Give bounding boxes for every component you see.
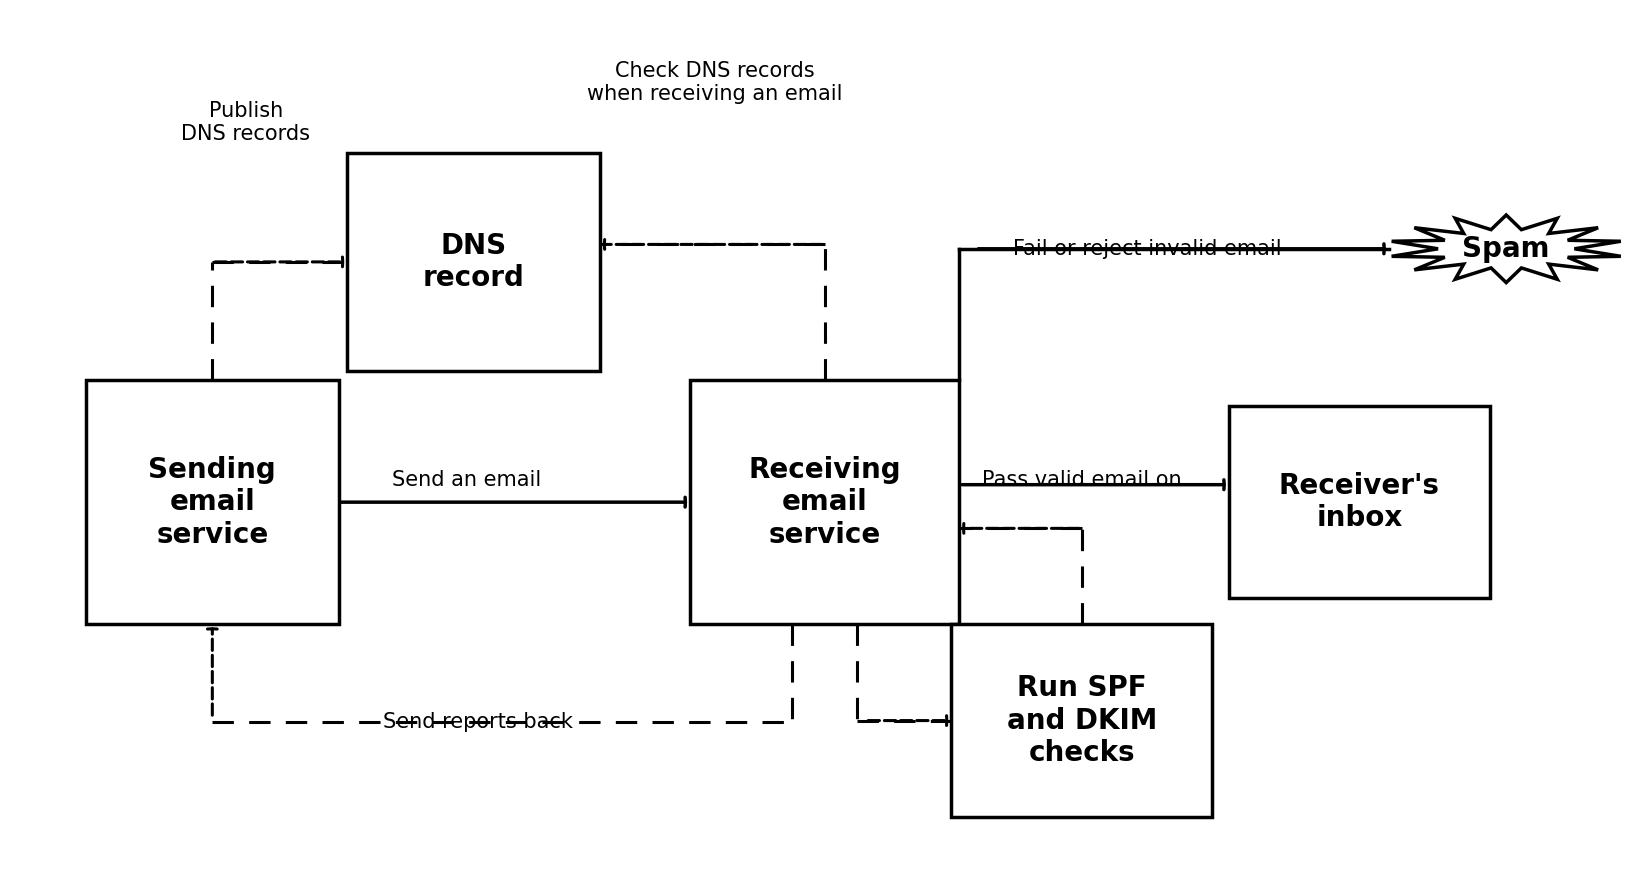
Polygon shape bbox=[1392, 215, 1621, 282]
Text: Receiver's
inbox: Receiver's inbox bbox=[1278, 472, 1439, 533]
FancyBboxPatch shape bbox=[85, 380, 338, 624]
FancyBboxPatch shape bbox=[689, 380, 960, 624]
Text: Send reports back: Send reports back bbox=[382, 713, 573, 732]
Text: Pass valid email on: Pass valid email on bbox=[981, 470, 1182, 490]
Text: DNS
record: DNS record bbox=[423, 232, 525, 292]
Text: Sending
email
service: Sending email service bbox=[148, 456, 276, 549]
Text: Spam: Spam bbox=[1462, 235, 1551, 263]
Text: Publish
DNS records: Publish DNS records bbox=[181, 101, 310, 144]
Text: Receiving
email
service: Receiving email service bbox=[748, 456, 901, 549]
Text: Check DNS records
when receiving an email: Check DNS records when receiving an emai… bbox=[586, 61, 842, 104]
FancyBboxPatch shape bbox=[952, 624, 1213, 817]
Text: Send an email: Send an email bbox=[392, 470, 542, 490]
FancyBboxPatch shape bbox=[346, 153, 601, 371]
Text: Run SPF
and DKIM
checks: Run SPF and DKIM checks bbox=[1006, 674, 1157, 767]
Text: Fail or reject invalid email: Fail or reject invalid email bbox=[1012, 239, 1282, 258]
FancyBboxPatch shape bbox=[1229, 406, 1490, 598]
